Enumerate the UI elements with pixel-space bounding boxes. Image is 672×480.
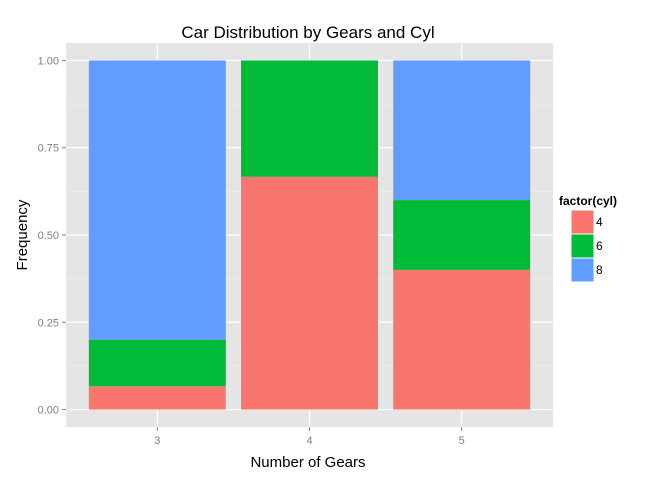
legend-label: 4 (596, 215, 603, 229)
bar-gear-3-cyl-4 (88, 386, 226, 410)
legend-title: factor(cyl) (559, 194, 617, 208)
bar-gear-3-cyl-6 (88, 339, 226, 387)
y-axis: 0.00 0.25 0.50 0.75 1.00 (38, 55, 66, 417)
x-tick-label: 5 (459, 435, 465, 447)
x-tick-label: 3 (154, 435, 160, 447)
y-tick-label: 0.25 (38, 317, 59, 329)
legend-swatch (571, 234, 594, 258)
bars (88, 60, 531, 410)
bar-gear-5-cyl-8 (393, 60, 531, 201)
y-tick-label: 1.00 (38, 55, 59, 67)
bar-gear-5-cyl-6 (393, 200, 531, 270)
legend-swatch (571, 210, 594, 234)
x-axis-title: Number of Gears (250, 454, 365, 471)
x-tick-label: 4 (306, 435, 312, 447)
legend-label: 8 (596, 263, 603, 277)
x-axis: 3 4 5 (154, 427, 465, 447)
bar-gear-5-cyl-4 (393, 269, 531, 410)
bar-gear-4-cyl-4 (241, 176, 378, 410)
legend-swatch (571, 258, 594, 282)
y-tick-label: 0.50 (38, 230, 59, 242)
bar-gear-3-cyl-8 (88, 60, 226, 340)
y-tick-label: 0.75 (38, 143, 59, 155)
legend: factor(cyl) 4 6 8 (559, 194, 617, 283)
legend-label: 6 (596, 239, 603, 253)
chart-title: Car Distribution by Gears and Cyl (181, 23, 434, 42)
y-tick-label: 0.00 (38, 405, 59, 417)
legend-items: 4 6 8 (570, 209, 603, 283)
y-axis-title: Frequency (14, 199, 31, 270)
bar-gear-4-cyl-6 (241, 60, 378, 177)
